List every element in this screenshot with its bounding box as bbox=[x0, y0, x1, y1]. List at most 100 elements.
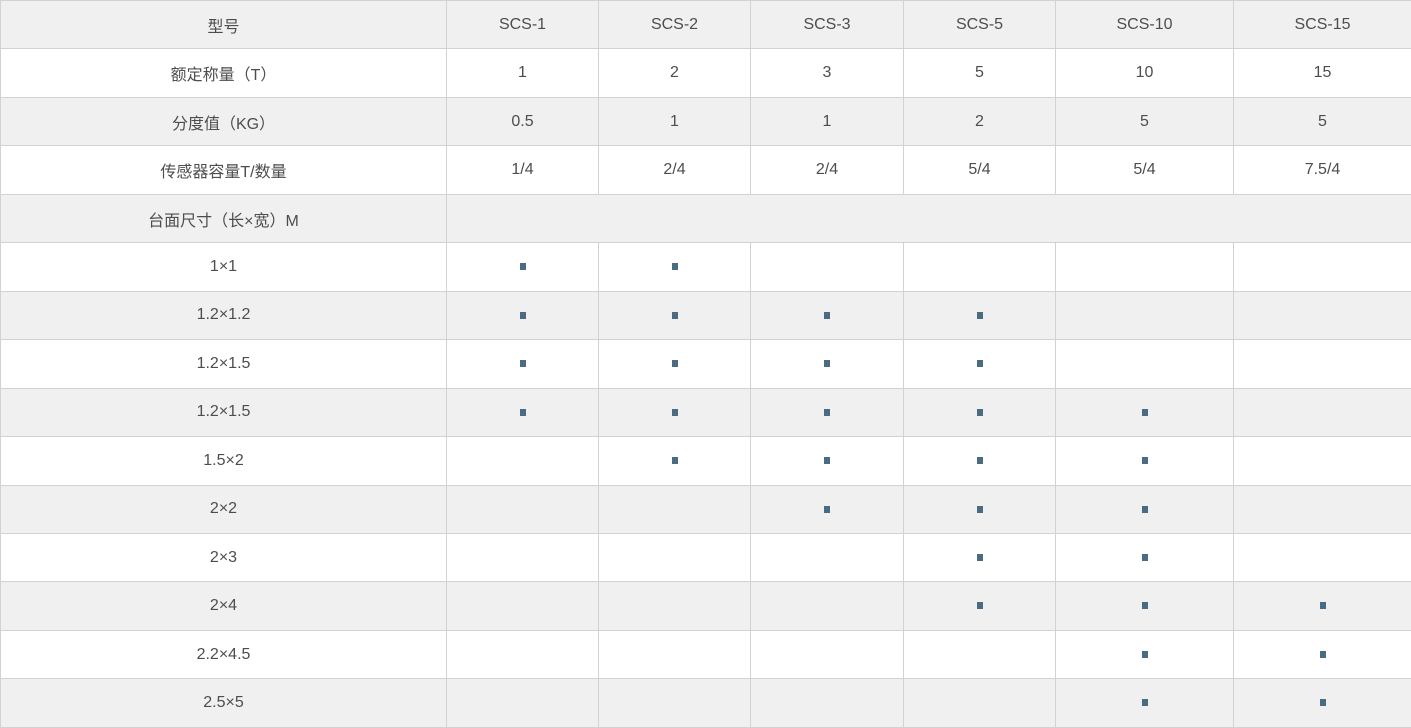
row-label: 额定称量（T） bbox=[0, 48, 447, 98]
row-label-size: 1×1 bbox=[0, 242, 447, 292]
spec-value-cell: 10 bbox=[1055, 48, 1234, 98]
availability-mark bbox=[824, 505, 830, 513]
availability-cell bbox=[598, 242, 751, 292]
availability-mark bbox=[976, 408, 983, 416]
table-row: 2.2×4.5 bbox=[0, 629, 1411, 680]
availability-cell bbox=[903, 339, 1056, 389]
availability-cell bbox=[750, 629, 904, 680]
availability-mark bbox=[1319, 602, 1326, 610]
spec-value-cell: 1/4 bbox=[446, 145, 599, 195]
spec-value-cell: 1 bbox=[750, 96, 904, 147]
availability-cell bbox=[446, 436, 599, 486]
availability-mark bbox=[976, 360, 983, 368]
availability-mark bbox=[976, 311, 983, 319]
availability-cell bbox=[1055, 581, 1234, 631]
availability-cell bbox=[1055, 242, 1234, 292]
table-row: 2×2 bbox=[0, 484, 1411, 534]
table-row: 1.2×1.5 bbox=[0, 387, 1411, 438]
availability-mark bbox=[824, 360, 830, 368]
spec-value-cell: 2 bbox=[903, 96, 1056, 147]
availability-cell bbox=[446, 629, 599, 680]
column-header: SCS-10 bbox=[1055, 0, 1234, 50]
availability-mark bbox=[1141, 408, 1148, 416]
availability-cell bbox=[750, 387, 904, 438]
column-header: SCS-5 bbox=[903, 0, 1056, 50]
availability-mark bbox=[519, 408, 526, 416]
spec-value-cell: 5/4 bbox=[1055, 145, 1234, 195]
spec-value-cell: 1 bbox=[598, 96, 751, 147]
table-row: 1.2×1.2 bbox=[0, 290, 1411, 341]
availability-cell bbox=[903, 436, 1056, 486]
availability-mark bbox=[1141, 602, 1148, 610]
availability-cell bbox=[903, 678, 1056, 728]
availability-cell bbox=[1233, 242, 1411, 292]
row-label: 传感器容量T/数量 bbox=[0, 145, 447, 195]
table-row: 传感器容量T/数量 1/4 2/4 2/4 5/4 5/4 7.5/4 bbox=[0, 145, 1411, 195]
availability-cell bbox=[1055, 629, 1234, 680]
row-label-size: 2.5×5 bbox=[0, 678, 447, 728]
availability-cell bbox=[446, 678, 599, 728]
availability-mark bbox=[1141, 553, 1148, 561]
row-label-section: 台面尺寸（长×宽）M bbox=[0, 193, 447, 244]
availability-cell bbox=[1055, 532, 1234, 583]
availability-mark bbox=[976, 457, 983, 465]
availability-mark bbox=[1141, 505, 1148, 513]
availability-cell bbox=[1055, 678, 1234, 728]
availability-cell bbox=[1055, 436, 1234, 486]
table-row: 2.5×5 bbox=[0, 678, 1411, 728]
availability-mark bbox=[1141, 650, 1148, 658]
availability-cell bbox=[1233, 290, 1411, 341]
table-row: 1×1 bbox=[0, 242, 1411, 292]
availability-mark bbox=[671, 360, 678, 368]
availability-cell bbox=[903, 532, 1056, 583]
availability-mark bbox=[1319, 699, 1326, 707]
availability-cell bbox=[446, 242, 599, 292]
availability-mark bbox=[976, 553, 983, 561]
availability-cell bbox=[903, 290, 1056, 341]
availability-cell bbox=[1055, 339, 1234, 389]
column-header: SCS-1 bbox=[446, 0, 599, 50]
row-label-size: 2×4 bbox=[0, 581, 447, 631]
availability-cell bbox=[598, 387, 751, 438]
availability-cell bbox=[750, 678, 904, 728]
availability-cell bbox=[1055, 484, 1234, 534]
availability-cell bbox=[446, 387, 599, 438]
availability-cell bbox=[750, 242, 904, 292]
row-label-size: 2.2×4.5 bbox=[0, 629, 447, 680]
availability-mark bbox=[824, 457, 830, 465]
availability-mark bbox=[519, 311, 526, 319]
table-row: 1.5×2 bbox=[0, 436, 1411, 486]
table-row: 额定称量（T） 1 2 3 5 10 15 bbox=[0, 48, 1411, 98]
table-header-row: 型号 SCS-1 SCS-2 SCS-3 SCS-5 SCS-10 SCS-15 bbox=[0, 0, 1411, 50]
availability-cell bbox=[1233, 387, 1411, 438]
availability-cell bbox=[598, 581, 751, 631]
availability-cell bbox=[598, 290, 751, 341]
spec-value-cell: 2 bbox=[598, 48, 751, 98]
availability-cell bbox=[1233, 629, 1411, 680]
spec-value-cell: 2/4 bbox=[598, 145, 751, 195]
table-row: 2×3 bbox=[0, 532, 1411, 583]
availability-mark bbox=[671, 311, 678, 319]
availability-cell bbox=[598, 532, 751, 583]
availability-cell bbox=[598, 339, 751, 389]
availability-mark bbox=[824, 311, 830, 319]
column-header: SCS-2 bbox=[598, 0, 751, 50]
availability-mark bbox=[519, 360, 526, 368]
availability-mark bbox=[1319, 650, 1326, 658]
availability-cell bbox=[903, 242, 1056, 292]
spec-value-cell: 7.5/4 bbox=[1233, 145, 1411, 195]
availability-cell bbox=[903, 484, 1056, 534]
availability-mark bbox=[1141, 699, 1148, 707]
availability-cell bbox=[903, 387, 1056, 438]
spec-value-cell: 0.5 bbox=[446, 96, 599, 147]
row-label-size: 2×2 bbox=[0, 484, 447, 534]
availability-cell bbox=[750, 581, 904, 631]
spec-value-cell: 3 bbox=[750, 48, 904, 98]
row-label-size: 1.2×1.2 bbox=[0, 290, 447, 341]
availability-mark bbox=[671, 263, 678, 271]
table-row: 1.2×1.5 bbox=[0, 339, 1411, 389]
availability-cell bbox=[446, 581, 599, 631]
availability-cell bbox=[1233, 678, 1411, 728]
row-label-size: 2×3 bbox=[0, 532, 447, 583]
